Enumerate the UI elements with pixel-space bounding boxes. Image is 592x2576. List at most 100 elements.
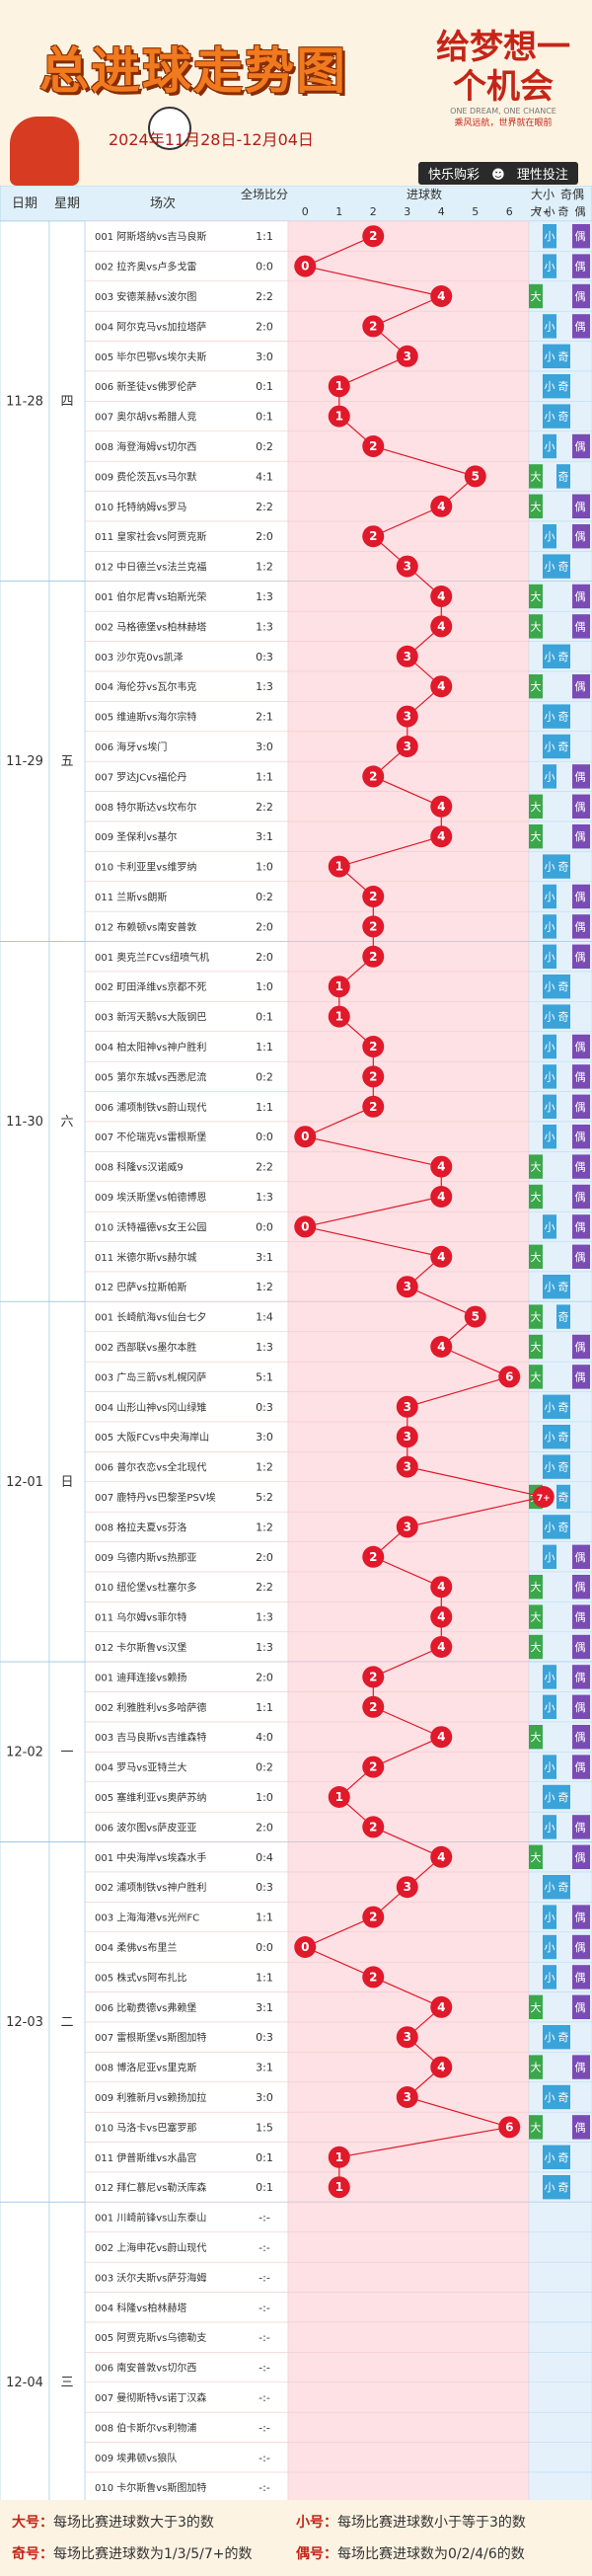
bigsmall-label: 小 [545,861,555,874]
match-name: 006 比勒费德vs弗赖堡 [95,2001,196,2014]
match-name: 005 阿贾克斯vs乌德勒支 [95,2331,206,2344]
bigsmall-label: 小 [545,2031,555,2044]
match-score: -:- [259,2362,270,2375]
col-header-oddeven: 奇偶 [560,188,584,201]
oddeven-marker [556,1454,570,1479]
match-score: 2:0 [256,920,273,933]
goals-point [396,645,418,667]
match-name: 003 沃尔夫斯vs萨芬海姆 [95,2271,206,2284]
bigsmall-marker [543,1665,556,1689]
oddeven-label: 偶 [575,1131,586,1143]
match-score: 1:3 [256,680,273,693]
bigsmall-marker [543,1034,556,1059]
goals-point [362,1906,385,1928]
oddeven-marker [556,975,570,999]
goals-point-label: 2 [369,319,377,333]
match-cell-bg [84,370,289,402]
goals-point-label: 3 [404,710,411,724]
match-score: 1:3 [256,1341,273,1354]
bigsmall-label: 小 [545,1220,555,1233]
goals-point-label: 3 [404,1400,411,1414]
bigsmall-label: 小 [545,1551,555,1564]
goals-point-label: 0 [301,1940,309,1954]
goals-point-label: 3 [404,650,411,664]
bigsmall-label: 小 [545,1671,555,1683]
goals-point-label: 3 [404,350,411,363]
match-name: 006 南安普敦vs切尔西 [95,2362,196,2375]
goals-point [532,1486,555,1508]
bigsmall-marker [543,1214,556,1239]
match-cell-bg [84,1331,289,1363]
legend-small: 小号：每场比赛进球数小于等于3的数 [296,2515,526,2531]
stats-cell-bg [528,2471,592,2500]
goals-cell-bg [287,1631,530,1663]
goals-point [362,225,385,248]
weekday-cell [48,941,86,1302]
oddeven-marker [572,1544,590,1569]
match-cell-bg [84,731,289,762]
goals-point-label: 4 [437,1190,445,1204]
bigsmall-label: 大 [531,1190,542,1204]
match-cell-bg [84,551,289,583]
col-header-date: 日期 [12,196,37,211]
goals-point [396,345,418,367]
match-score: 0:0 [256,1131,273,1143]
match-name: 004 柏太阳神vs神户胜利 [95,1041,206,1054]
goals-cell-bg [287,1931,530,1963]
oddeven-label: 偶 [575,1731,586,1744]
goals-point-label: 5 [472,469,480,483]
bigsmall-marker [543,1965,556,1990]
goals-point-label: 2 [369,1670,377,1683]
oddeven-marker [572,524,590,549]
match-score: 1:3 [256,1191,273,1204]
goals-point [362,1036,385,1057]
goals-cell-bg [287,1571,530,1602]
match-cell-bg [84,641,289,672]
trend-chart: 日期 星期 场次全场比分 进球数 大小 奇偶0 1 2 3 4 5 6 7+大小奇偶001 阿斯塔纳vs… [0,186,592,2500]
match-name: 009 圣保利vs基尔 [95,830,177,843]
goals-point-label: 5 [472,1310,480,1324]
goals-point-label: 3 [404,1430,411,1444]
oddeven-label: 奇 [558,1431,569,1444]
goals-cell-bg [287,610,530,642]
weekday-cell [48,581,86,942]
match-score: 3:0 [256,1431,273,1444]
oddeven-label: 偶 [575,320,586,333]
oddeven-marker [556,464,570,489]
goals-point [430,1845,453,1868]
match-score: 2:2 [256,1581,273,1594]
oddeven-label: 奇 [558,1461,569,1474]
oddeven-marker [572,1184,590,1210]
slogan-main: 给梦想一个机会 [436,28,570,107]
bigsmall-label: 小 [545,1070,555,1083]
oddeven-label: 偶 [575,1912,586,1924]
match-score: 0:0 [256,1220,273,1233]
goals-cell-bg [287,760,530,792]
oddeven-label: 偶 [575,1220,586,1233]
match-cell-bg [84,1752,289,1783]
bigsmall-label: 小 [545,1761,555,1774]
oddeven-marker [556,1875,570,1900]
oddeven-marker [572,614,590,639]
goals-cell-bg [287,2231,530,2263]
oddeven-label: 偶 [575,1041,586,1054]
day-weekday: 二 [60,2015,73,2030]
goals-cell-bg [287,280,530,312]
bigsmall-label: 大 [531,1610,542,1624]
goals-cell-bg [287,1752,530,1783]
legend: 大号：每场比赛进球数大于3的数 小号：每场比赛进球数小于等于3的数 奇号：每场比… [0,2500,592,2576]
goals-point [362,1666,385,1688]
match-score: 1:1 [256,1701,273,1714]
match-cell-bg [84,851,289,883]
match-score: -:- [259,2481,270,2494]
bigsmall-marker [543,975,556,999]
bigsmall-label: 大 [531,2061,542,2074]
goals-point [430,585,453,607]
goals-point [328,375,350,398]
match-score: 2:1 [256,711,273,724]
bigsmall-marker [543,1875,556,1900]
oddeven-label: 偶 [575,1761,586,1774]
goals-point [362,1065,385,1088]
oddeven-marker [572,433,590,459]
oddeven-marker [556,344,570,368]
